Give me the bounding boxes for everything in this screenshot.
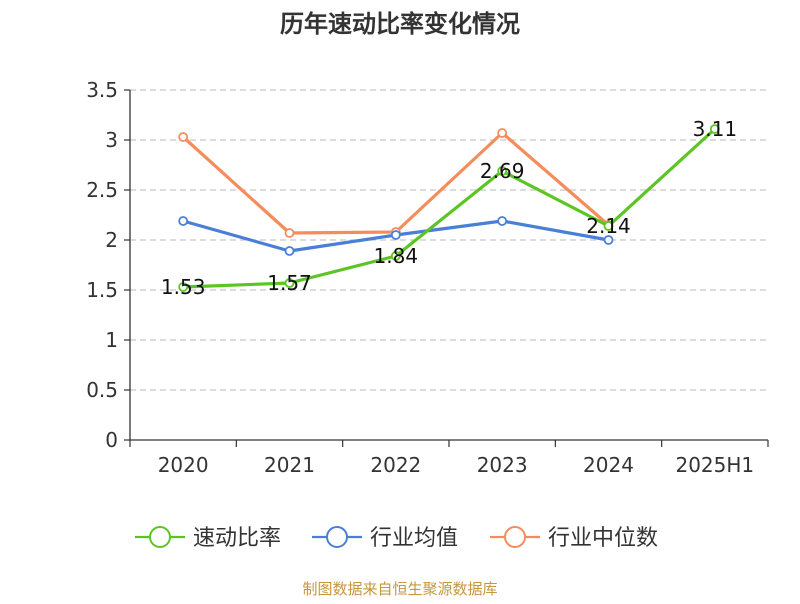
series-line xyxy=(183,127,716,289)
data-label: 2.69 xyxy=(480,159,525,183)
axes: 0 0.5 1 1.5 2 2.5 3 3.5 2020 2021 2022 2023 2024 2025… xyxy=(86,78,769,477)
grid xyxy=(130,89,768,391)
x-tick-label: 2021 xyxy=(264,453,315,477)
data-point xyxy=(178,132,189,142)
x-tick-label: 2025H1 xyxy=(675,453,754,477)
data-point xyxy=(603,235,614,245)
series-line xyxy=(182,131,610,235)
y-tick-label: 2 xyxy=(105,228,118,252)
data-point xyxy=(603,221,614,231)
y-tick-label: 2.5 xyxy=(86,178,118,202)
y-tick-label: 1 xyxy=(105,328,118,352)
data-label: 1.57 xyxy=(267,271,312,295)
data-label: 1.84 xyxy=(374,244,419,268)
data-label: 3.11 xyxy=(693,117,738,141)
data-label: 2.14 xyxy=(586,214,631,238)
data-point xyxy=(178,282,189,292)
y-tick-label: 3 xyxy=(105,128,118,152)
data-labels: 1.53 1.57 1.84 2.69 2.14 3.11 xyxy=(161,117,737,299)
data-point xyxy=(390,251,401,261)
y-tick-label: 0.5 xyxy=(86,378,118,402)
legend-marker xyxy=(149,526,171,548)
x-tick-label: 2022 xyxy=(370,453,421,477)
legend-marker xyxy=(326,526,348,548)
data-point xyxy=(284,228,295,238)
data-point xyxy=(497,166,508,176)
x-tick-label: 2020 xyxy=(158,453,209,477)
legend-marker xyxy=(504,526,526,548)
y-tick-label: 1.5 xyxy=(86,278,118,302)
source-note: 制图数据来自恒生聚源数据库 xyxy=(302,580,497,598)
x-tick-label: 2023 xyxy=(477,453,528,477)
data-point xyxy=(178,216,189,226)
y-tick-label: 0 xyxy=(105,428,118,452)
data-point xyxy=(497,128,508,138)
data-point xyxy=(284,278,295,288)
legend: 速动比率 行业均值 行业中位数 xyxy=(135,526,658,551)
series-group xyxy=(178,124,720,292)
data-point xyxy=(390,230,401,240)
y-tick-label: 3.5 xyxy=(86,78,118,102)
chart-title: 历年速动比率变化情况 xyxy=(280,10,520,38)
data-label: 1.53 xyxy=(161,275,206,299)
legend-label: 行业均值 xyxy=(370,526,458,551)
legend-label: 行业中位数 xyxy=(548,526,658,551)
data-point xyxy=(709,124,720,134)
x-tick-label: 2024 xyxy=(583,453,634,477)
legend-label: 速动比率 xyxy=(193,526,281,551)
data-point xyxy=(497,216,508,226)
data-point xyxy=(284,246,295,256)
